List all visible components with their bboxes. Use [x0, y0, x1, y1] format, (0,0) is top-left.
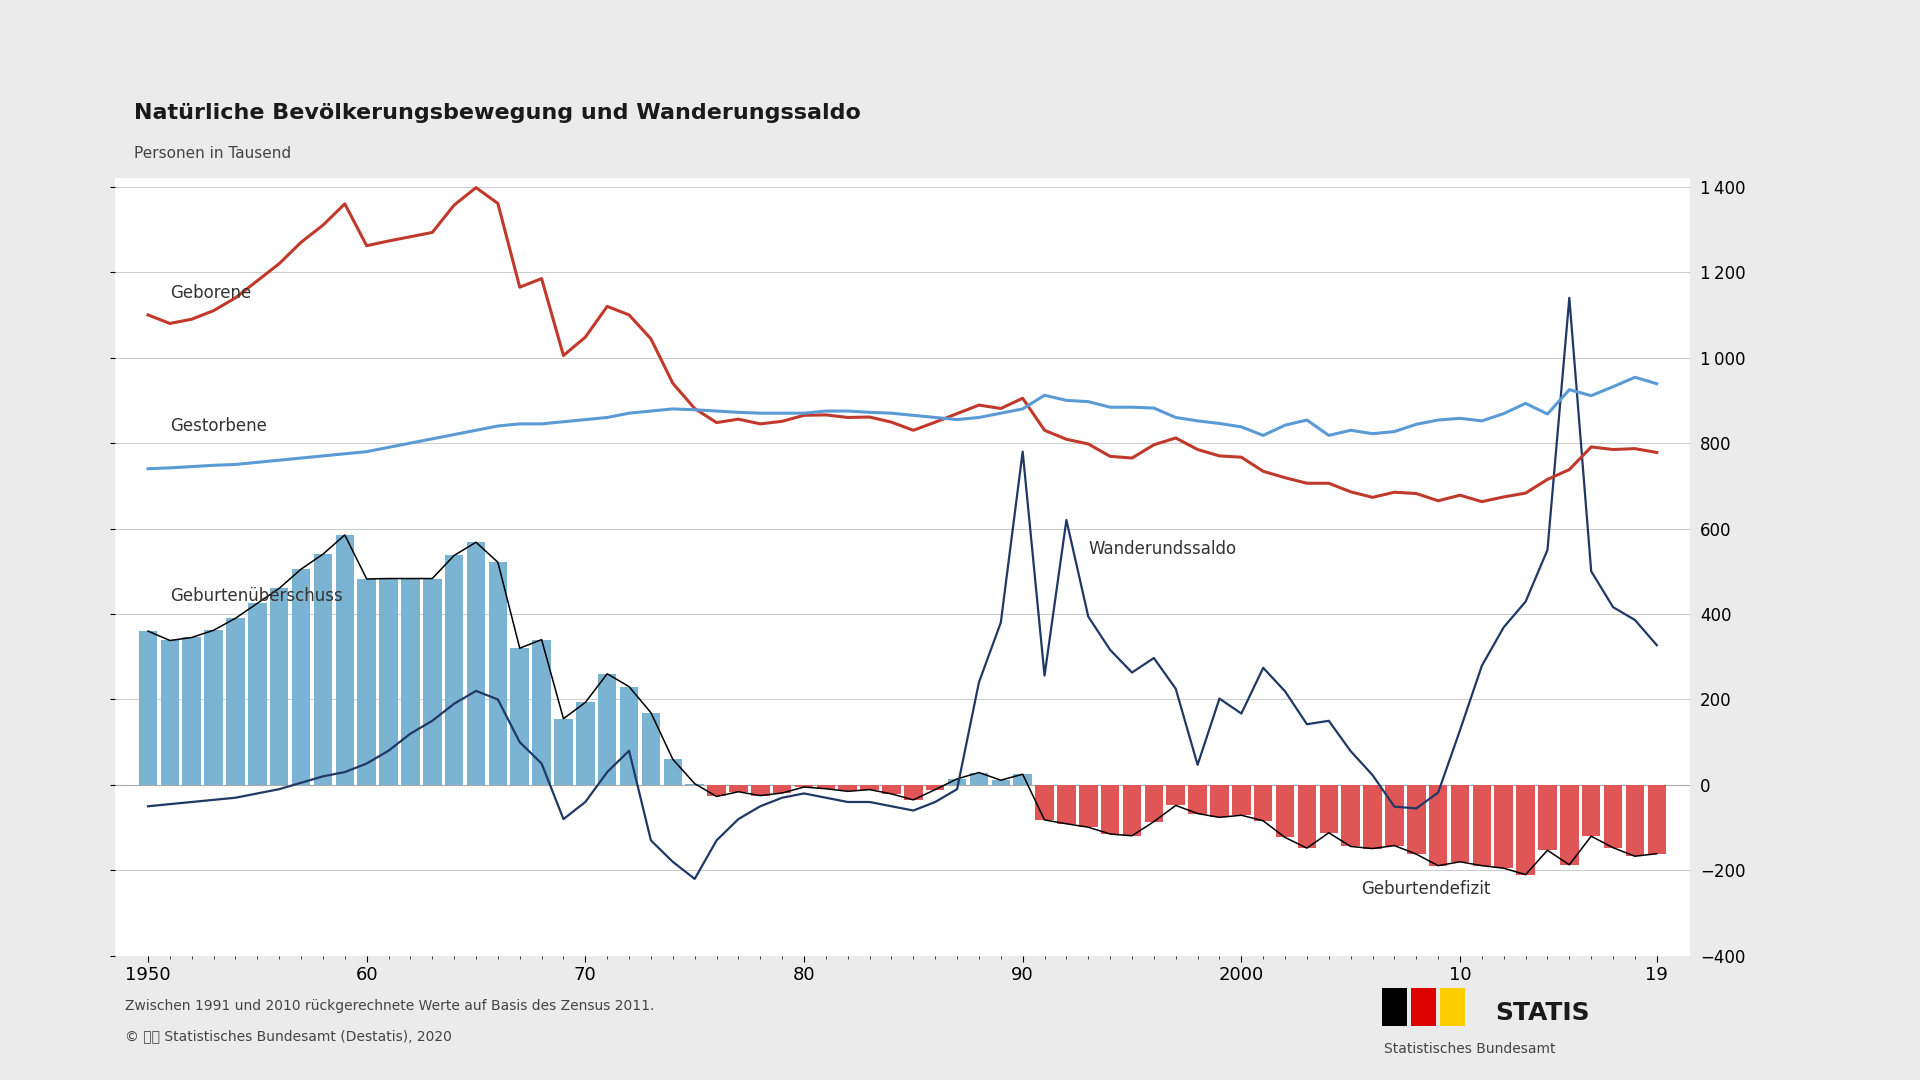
Bar: [576, 702, 595, 785]
Bar: [532, 639, 551, 785]
Bar: [1626, 785, 1644, 856]
Bar: [1167, 785, 1185, 806]
Bar: [182, 637, 202, 785]
Bar: [401, 579, 420, 785]
Bar: [774, 785, 791, 793]
Bar: [1342, 785, 1359, 847]
Bar: [1123, 785, 1140, 836]
Bar: [1254, 785, 1273, 821]
Bar: [991, 780, 1010, 785]
Bar: [881, 785, 900, 794]
Bar: [751, 785, 770, 796]
Text: D: D: [1384, 1001, 1405, 1025]
Bar: [1035, 785, 1054, 820]
Bar: [904, 785, 924, 800]
Bar: [641, 713, 660, 785]
Bar: [511, 648, 530, 785]
Bar: [1233, 785, 1250, 815]
Bar: [313, 554, 332, 785]
Bar: [445, 555, 463, 785]
Bar: [1647, 785, 1667, 853]
Bar: [1014, 774, 1031, 785]
Bar: [161, 640, 179, 785]
Bar: [1603, 785, 1622, 848]
Bar: [357, 579, 376, 785]
Bar: [1210, 785, 1229, 818]
Bar: [248, 604, 267, 785]
Bar: [948, 779, 966, 785]
Bar: [860, 785, 879, 789]
Bar: [925, 785, 945, 789]
Bar: [488, 563, 507, 785]
Bar: [1428, 785, 1448, 866]
Bar: [795, 785, 814, 787]
Bar: [138, 631, 157, 785]
Text: Zwischen 1991 und 2010 rückgerechnete Werte auf Basis des Zensus 2011.: Zwischen 1991 und 2010 rückgerechnete We…: [125, 999, 655, 1013]
Bar: [839, 785, 856, 792]
Text: Geborene: Geborene: [169, 284, 252, 302]
Bar: [1517, 785, 1534, 875]
Text: © 🇩🇪 Statistisches Bundesamt (Destatis), 2020: © 🇩🇪 Statistisches Bundesamt (Destatis),…: [125, 1029, 451, 1043]
Text: Wanderundssaldo: Wanderundssaldo: [1089, 540, 1236, 558]
Text: Natürliche Bevölkerungsbewegung und Wanderungssaldo: Natürliche Bevölkerungsbewegung und Wand…: [134, 103, 862, 123]
Bar: [664, 759, 682, 785]
Text: STATIS: STATIS: [1496, 1001, 1590, 1025]
Text: Geburtenüberschuss: Geburtenüberschuss: [169, 588, 342, 606]
Bar: [271, 589, 288, 785]
Bar: [1058, 785, 1075, 824]
Bar: [1079, 785, 1098, 827]
Bar: [1319, 785, 1338, 833]
Bar: [730, 785, 747, 792]
Bar: [1100, 785, 1119, 834]
Bar: [1144, 785, 1164, 822]
Text: Personen in Tausend: Personen in Tausend: [134, 146, 292, 161]
Bar: [380, 579, 397, 785]
Bar: [292, 569, 311, 785]
Bar: [1473, 785, 1492, 866]
Bar: [1275, 785, 1294, 837]
Bar: [1452, 785, 1469, 862]
Bar: [620, 687, 637, 785]
Bar: [555, 718, 572, 785]
Bar: [707, 785, 726, 796]
Bar: [1298, 785, 1317, 848]
Bar: [685, 784, 705, 785]
Text: Statistisches Bundesamt: Statistisches Bundesamt: [1384, 1042, 1555, 1056]
Bar: [204, 631, 223, 785]
Bar: [970, 772, 989, 785]
Bar: [227, 618, 244, 785]
Bar: [336, 535, 353, 785]
Bar: [1188, 785, 1208, 813]
Bar: [1561, 785, 1578, 865]
Bar: [1384, 785, 1404, 846]
Text: Gestorbene: Gestorbene: [169, 417, 267, 434]
Bar: [597, 674, 616, 785]
Bar: [816, 785, 835, 788]
Bar: [1363, 785, 1382, 849]
Text: Geburtendefizit: Geburtendefizit: [1361, 880, 1492, 899]
Bar: [422, 579, 442, 785]
Bar: [1494, 785, 1513, 868]
Bar: [1407, 785, 1425, 854]
Bar: [467, 542, 486, 785]
Bar: [1538, 785, 1557, 850]
Bar: [1582, 785, 1601, 836]
